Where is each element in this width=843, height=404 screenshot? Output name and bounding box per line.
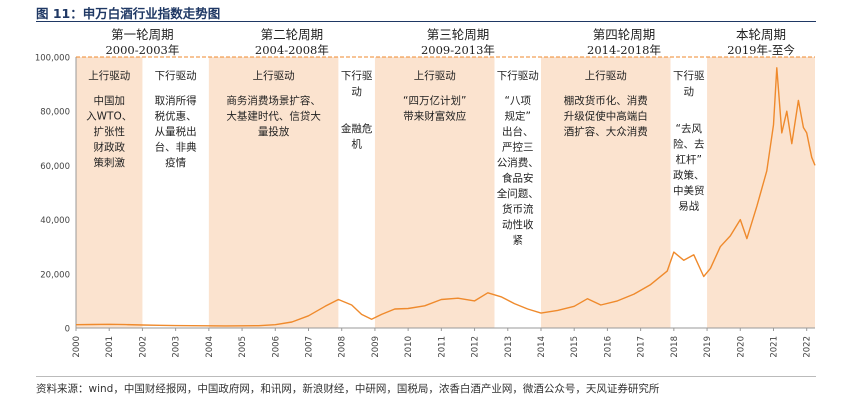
x-tick-label: 2003 — [172, 336, 182, 358]
x-tick-label: 2020 — [736, 336, 746, 358]
phase-description: 疫情 — [165, 156, 186, 169]
y-tick-label: 80,000 — [40, 108, 70, 118]
source-note: 资料来源：wind，中国财经报网，中国政府网，和讯网，新浪财经，中研网，国税局，… — [36, 383, 660, 395]
source-divider — [36, 376, 816, 377]
x-tick-label: 2009 — [371, 336, 381, 358]
phase-description: “四万亿计划” — [403, 94, 466, 107]
cycle-name: 第三轮周期 — [427, 27, 490, 42]
phase-description: 公消费、 — [497, 156, 539, 169]
x-tick-label: 2001 — [105, 336, 115, 358]
phase-description: 大基建时代、信贷大 — [226, 110, 321, 123]
y-tick-label: 100,000 — [35, 54, 70, 64]
phase-description: 出台、 — [502, 125, 534, 138]
cycle-name: 第一轮周期 — [111, 27, 174, 42]
y-tick-label: 0 — [65, 325, 70, 335]
figure-title: 图 11：申万白酒行业指数走势图 — [36, 6, 221, 21]
cycle-name: 本轮周期 — [736, 27, 786, 42]
phase-description: 策刺激 — [93, 156, 125, 169]
x-tick-label: 2017 — [637, 336, 647, 358]
phase-description: 紧 — [512, 235, 523, 247]
phase-label: 下行驱动 — [497, 69, 539, 82]
y-tick-label: 60,000 — [40, 162, 70, 172]
x-tick-label: 2011 — [437, 336, 447, 358]
phase-label: 上行驱动 — [414, 69, 456, 82]
cycle-range: 2004-2008年 — [255, 43, 329, 57]
phase-description: 中国加 — [93, 94, 125, 107]
x-tick-label: 2013 — [504, 336, 514, 358]
phase-label: 动 — [684, 86, 695, 98]
phase-description: 酒扩容、大众消费 — [564, 125, 648, 138]
x-tick-label: 2019 — [703, 336, 713, 358]
y-tick-label: 40,000 — [40, 216, 70, 226]
phase-description: 带来财富效应 — [403, 110, 466, 123]
phase-description: 易战 — [678, 201, 699, 213]
phase-description: “去风 — [676, 123, 703, 135]
phase-label: 下行驱动 — [155, 69, 197, 82]
x-tick-label: 2012 — [471, 336, 481, 358]
index-series-line — [75, 67, 816, 327]
phase-label: 上行驱动 — [88, 69, 130, 82]
x-tick-label: 2018 — [670, 336, 680, 358]
phase-label: 上行驱动 — [585, 69, 627, 82]
x-tick-label: 2004 — [205, 336, 215, 358]
phase-description: 规定” — [505, 110, 531, 123]
line-chart: 0 20,000 40,000 60,000 80,000 100,000 2000 2001… — [35, 27, 816, 358]
cycle-range: 2019年-至今 — [727, 43, 795, 57]
x-tick-label: 2016 — [603, 336, 613, 358]
x-tick-label: 2007 — [304, 336, 314, 358]
x-tick-label: 2021 — [769, 336, 779, 358]
phase-description: 货币流 — [502, 203, 534, 216]
x-tick-label: 2015 — [570, 336, 580, 358]
phase-label: 上行驱动 — [253, 69, 295, 82]
x-tick-label: 2006 — [271, 336, 281, 358]
phase-description: 取消所得 — [155, 94, 197, 107]
phase-description: 险、去 — [673, 138, 705, 151]
phase-description: 量投放 — [258, 125, 290, 138]
phase-description: 动性收 — [502, 218, 534, 231]
phase-label: 动 — [351, 86, 362, 98]
phase-description: 全问题、 — [497, 187, 539, 200]
phase-description: 商务消费场景扩容、 — [226, 94, 321, 107]
cycle-name: 第二轮周期 — [261, 27, 324, 42]
cycle-range: 2009-2013年 — [421, 43, 495, 57]
cycle-name: 第四轮周期 — [593, 27, 656, 42]
phase-description: 严控三 — [502, 141, 534, 154]
phase-description: 台、非典 — [155, 141, 197, 154]
phase-description: 棚改货币化、消费 — [564, 94, 648, 107]
phase-description: 杠杆” — [676, 153, 702, 166]
phase-description: 中美贸 — [673, 184, 705, 197]
x-tick-label: 2010 — [404, 336, 414, 358]
phase-description: 扩张性 — [93, 125, 125, 138]
phase-description: 金融危 — [341, 122, 373, 135]
phase-description: 财政政 — [93, 141, 125, 154]
phase-description: 从量税出 — [155, 125, 197, 138]
cycle-range: 2014-2018年 — [587, 43, 661, 57]
phase-description: “八项 — [505, 95, 532, 107]
phase-description: 政策、 — [673, 169, 705, 182]
x-tick-label: 2000 — [72, 336, 82, 358]
up-phase-band-0-0 — [76, 57, 143, 328]
up-phase-band-2-0 — [374, 57, 495, 328]
phase-description: 税优惠、 — [155, 110, 197, 123]
x-tick-label: 2002 — [138, 336, 148, 358]
up-phase-band-3-0 — [540, 57, 671, 328]
phase-label: 下行驱 — [673, 69, 705, 82]
x-tick-label: 2014 — [537, 336, 547, 358]
x-tick-label: 2008 — [338, 336, 348, 358]
phase-description: 机 — [351, 138, 362, 151]
up-phase-band-1-0 — [208, 57, 339, 328]
phase-description: 升级促使中高端白 — [564, 110, 648, 123]
phase-label: 下行驱 — [341, 69, 373, 82]
y-tick-label: 20,000 — [40, 270, 70, 280]
title-divider — [36, 21, 816, 22]
x-tick-label: 2022 — [803, 336, 813, 358]
x-tick-label: 2005 — [238, 336, 248, 358]
cycle-range: 2000-2003年 — [105, 43, 179, 57]
phase-description: 入WTO、 — [86, 111, 132, 123]
phase-description: 食品安 — [502, 172, 534, 185]
